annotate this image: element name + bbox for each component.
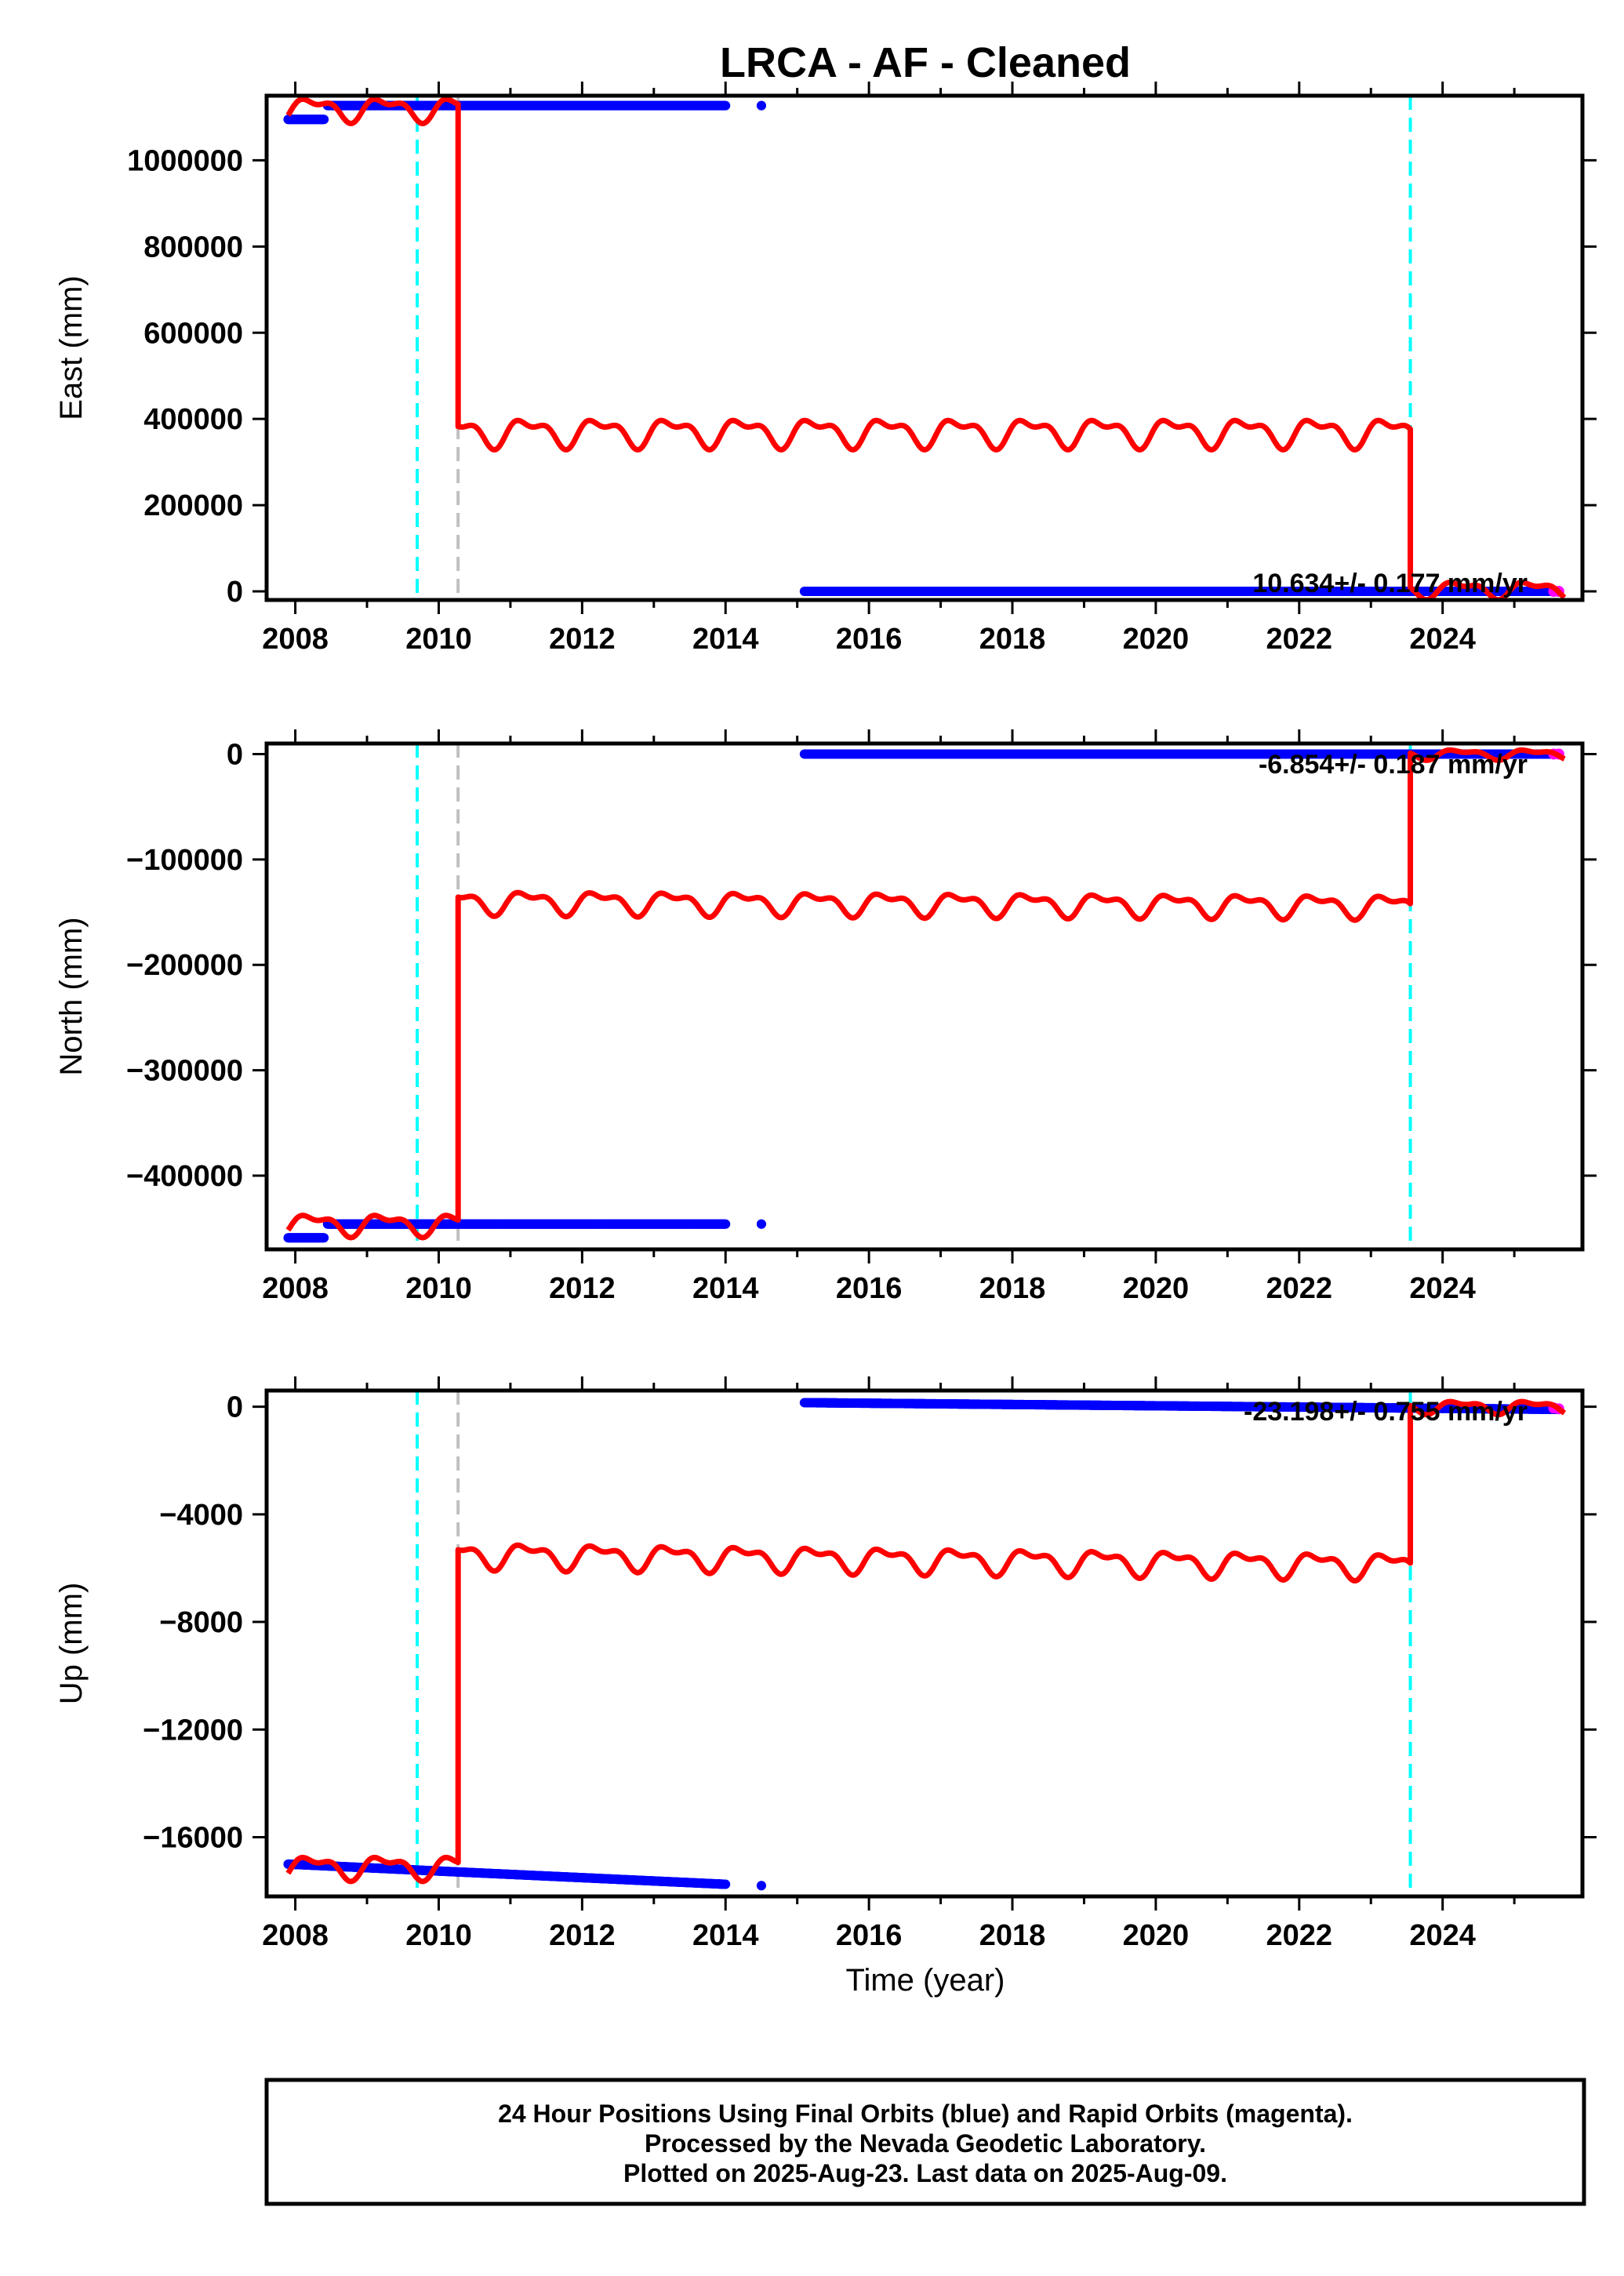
final-orbit-point (756, 1881, 766, 1891)
y-tick-label: 0 (227, 738, 243, 771)
chart-title: LRCA - AF - Cleaned (720, 39, 1131, 86)
final-orbit-point (319, 1233, 329, 1243)
y-axis-title: East (mm) (54, 275, 89, 420)
plot-frame (264, 741, 1585, 1252)
final-orbit-point (319, 115, 329, 125)
x-tick-label: 2012 (549, 1272, 616, 1305)
plot-area (283, 96, 1567, 600)
y-tick-label: −400000 (126, 1160, 243, 1193)
y-tick-label: 200000 (144, 489, 243, 522)
y-tick-label: 0 (227, 576, 243, 609)
final-orbit-point (721, 100, 731, 111)
x-tick-label: 2024 (1409, 623, 1476, 656)
north-panel: 2008 2010 2012 2014 2016 2018 2020 2022 2024 0 −10… (54, 729, 1597, 1305)
x-tick-label: 2020 (1123, 623, 1190, 656)
model-fit-line (285, 96, 1567, 600)
y-tick-label: 400000 (144, 403, 243, 436)
y-tick-label: 1000000 (127, 144, 243, 177)
velocity-label: -6.854+/- 0.187 mm/yr (1259, 750, 1528, 780)
plot-area (283, 744, 1567, 1249)
east-panel: 2008 2010 2012 2014 2016 2018 2020 2022 2024 0 200… (54, 82, 1597, 656)
x-tick-label: 2014 (692, 1272, 759, 1305)
x-tick-label: 2022 (1266, 1272, 1333, 1305)
plot-frame (264, 93, 1585, 602)
final-orbit-point (756, 1219, 766, 1229)
x-tick-label: 2018 (979, 1272, 1046, 1305)
x-tick-label: 2008 (262, 1272, 329, 1305)
y-axis-title: North (mm) (54, 917, 89, 1075)
x-tick-label: 2008 (262, 623, 329, 656)
x-tick-label: 2020 (1123, 1272, 1190, 1305)
velocity-label: 10.634+/- 0.177 mm/yr (1252, 569, 1528, 598)
x-tick-label: 2014 (692, 623, 759, 656)
x-tick-label: 2010 (405, 1272, 472, 1305)
x-tick-label: 2016 (836, 1272, 903, 1305)
x-tick-label: 2016 (836, 623, 903, 656)
y-tick-label: 600000 (144, 317, 243, 350)
y-tick-label: −200000 (126, 949, 243, 982)
y-tick-label: −300000 (126, 1055, 243, 1088)
final-orbit-point (721, 1219, 731, 1229)
plot-area (283, 1391, 1567, 1896)
final-orbit-point (721, 1879, 731, 1889)
x-tick-label: 2022 (1266, 623, 1333, 656)
x-tick-label: 2010 (405, 623, 472, 656)
model-fit-line (285, 747, 1567, 1241)
final-orbit-point (756, 100, 766, 111)
x-tick-label: 2024 (1409, 1272, 1476, 1305)
y-tick-label: −100000 (126, 844, 243, 877)
up-panel: 2008 2010 2012 2014 2016 2018 2020 2022 20240−40… (54, 1376, 1597, 1952)
x-tick-label: 2012 (549, 623, 616, 656)
y-tick-label: 800000 (144, 231, 243, 264)
x-tick-label: 2018 (979, 623, 1046, 656)
